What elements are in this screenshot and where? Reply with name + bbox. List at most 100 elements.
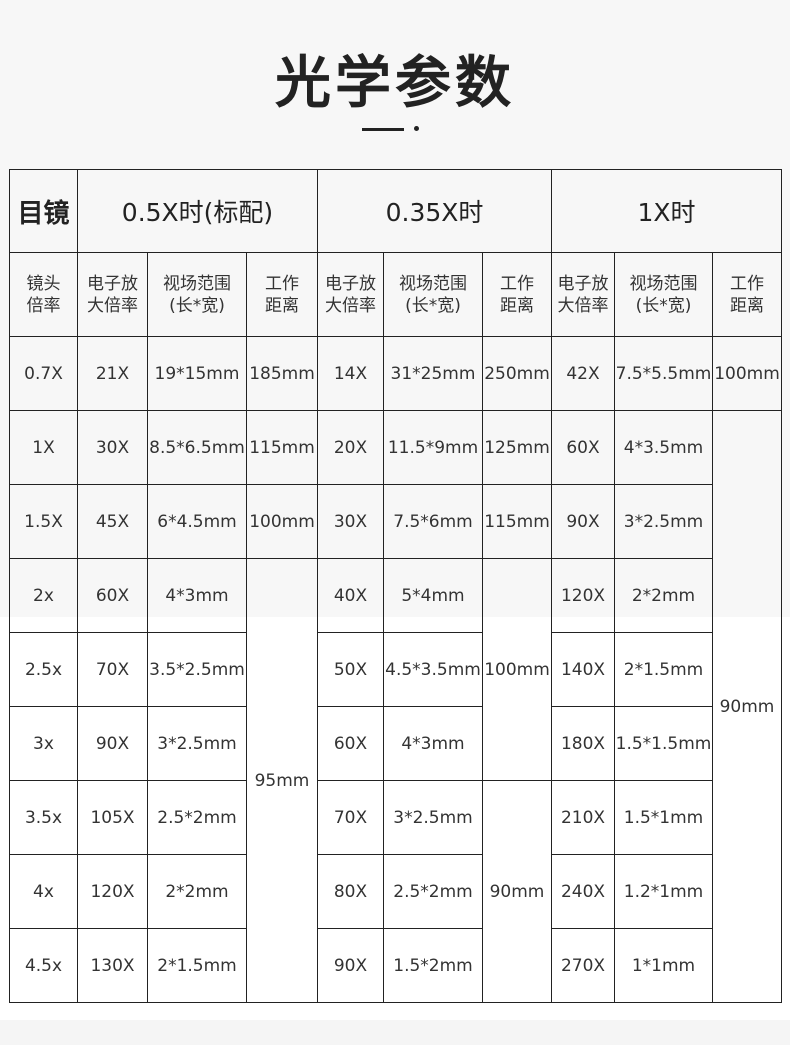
digital-zoom-cell: 90X — [317, 928, 384, 1003]
lens-magnification-cell: 1X — [9, 410, 78, 485]
table-row: 0.7X 21X 19*15mm 185mm 14X 31*25mm 250mm 42X 7.5… — [9, 336, 782, 411]
digital-zoom-cell: 60X — [77, 558, 148, 633]
working-distance-header-line: 距离 — [730, 295, 764, 316]
field-of-view-cell: 2.5*2mm — [147, 780, 247, 855]
digital-zoom-header: 电子放 大倍率 — [77, 252, 148, 337]
working-distance-header-line: 距离 — [500, 295, 534, 316]
field-of-view-cell: 8.5*6.5mm — [147, 410, 247, 485]
field-of-view-cell: 4*3.5mm — [614, 410, 713, 485]
digital-zoom-cell: 50X — [317, 632, 384, 707]
digital-zoom-cell: 30X — [317, 484, 384, 559]
digital-zoom-cell: 90X — [77, 706, 148, 781]
field-of-view-header: 视场范围 (长*宽) — [383, 252, 483, 337]
table-row: 3.5x 105X 2.5*2mm 70X 3*2.5mm 90mm 210X 1.5*1mm — [9, 780, 782, 1003]
field-of-view-cell: 2*1.5mm — [147, 928, 247, 1003]
field-of-view-cell: 31*25mm — [383, 336, 483, 411]
field-of-view-cell: 3.5*2.5mm — [147, 632, 247, 707]
lens-magnification-cell: 2.5x — [9, 632, 78, 707]
field-of-view-cell: 6*4.5mm — [147, 484, 247, 559]
digital-zoom-header: 电子放 大倍率 — [551, 252, 615, 337]
digital-zoom-cell: 180X — [551, 706, 615, 781]
field-of-view-cell: 3*2.5mm — [383, 780, 483, 855]
digital-zoom-cell: 40X — [317, 558, 384, 633]
digital-zoom-header-line: 电子放 — [557, 273, 609, 294]
field-of-view-cell: 1*1mm — [614, 928, 713, 1003]
working-distance-header-line: 工作 — [730, 273, 764, 294]
field-of-view-cell: 11.5*9mm — [383, 410, 483, 485]
table-row: 2.5x 70X 3.5*2.5mm 50X 4.5*3.5mm 140X 2*1.5mm — [9, 632, 782, 707]
field-of-view-cell: 2.5*2mm — [383, 854, 483, 929]
field-of-view-cell: 1.5*1.5mm — [614, 706, 713, 781]
digital-zoom-cell: 210X — [551, 780, 615, 855]
field-of-view-cell: 5*4mm — [383, 558, 483, 633]
lens-magnification-header: 镜头 倍率 — [9, 252, 78, 337]
working-distance-header-line: 工作 — [500, 273, 534, 294]
digital-zoom-cell: 270X — [551, 928, 615, 1003]
field-of-view-header-line: 视场范围 — [399, 273, 467, 294]
working-distance-cell: 115mm — [482, 484, 552, 559]
digital-zoom-cell: 60X — [317, 706, 384, 781]
digital-zoom-cell: 80X — [317, 854, 384, 929]
digital-zoom-cell: 70X — [77, 632, 148, 707]
working-distance-cell: 90mm — [482, 780, 552, 1003]
field-of-view-header-line: 视场范围 — [629, 273, 698, 294]
field-of-view-cell: 19*15mm — [147, 336, 247, 411]
digital-zoom-header-line: 大倍率 — [87, 295, 138, 316]
lens-magnification-header-line: 倍率 — [26, 295, 61, 316]
page-title: 光学参数 — [275, 51, 515, 116]
lens-magnification-cell: 4.5x — [9, 928, 78, 1003]
working-distance-cell: 100mm — [246, 484, 318, 559]
field-of-view-cell: 2*1.5mm — [614, 632, 713, 707]
lens-magnification-cell: 1.5X — [9, 484, 78, 559]
working-distance-header: 工作 距离 — [246, 252, 318, 337]
field-of-view-cell: 7.5*6mm — [383, 484, 483, 559]
field-of-view-cell: 4*3mm — [147, 558, 247, 633]
digital-zoom-header: 电子放 大倍率 — [317, 252, 384, 337]
field-of-view-cell: 1.5*1mm — [614, 780, 713, 855]
lens-magnification-cell: 0.7X — [9, 336, 78, 411]
digital-zoom-cell: 30X — [77, 410, 148, 485]
optical-parameters-table: 目镜 0.5X时(标配) 0.35X时 1X时 镜头 倍率 电子放 大倍率 视场范围 (长… — [9, 169, 782, 1003]
table-row: 4.5x 130X 2*1.5mm 90X 1.5*2mm 270X 1*1mm — [9, 928, 782, 1003]
digital-zoom-cell: 130X — [77, 928, 148, 1003]
digital-zoom-header-line: 大倍率 — [557, 295, 609, 316]
working-distance-header: 工作 距离 — [712, 252, 782, 337]
working-distance-header-line: 工作 — [265, 273, 299, 294]
field-of-view-cell: 3*2.5mm — [147, 706, 247, 781]
digital-zoom-cell: 60X — [551, 410, 615, 485]
field-of-view-cell: 7.5*5.5mm — [614, 336, 713, 411]
working-distance-cell: 185mm — [246, 336, 318, 411]
group-header: 1X时 — [551, 169, 782, 253]
group-header: 0.35X时 — [317, 169, 552, 253]
field-of-view-cell: 2*2mm — [614, 558, 713, 633]
working-distance-cell: 125mm — [482, 410, 552, 485]
working-distance-cell: 115mm — [246, 410, 318, 485]
table-row: 4x 120X 2*2mm 80X 2.5*2mm 240X 1.2*1mm — [9, 854, 782, 929]
digital-zoom-cell: 240X — [551, 854, 615, 929]
digital-zoom-cell: 120X — [77, 854, 148, 929]
digital-zoom-header-line: 电子放 — [87, 273, 138, 294]
table-row: 1.5X 45X 6*4.5mm 100mm 30X 7.5*6mm 115mm 90X 3*2… — [9, 484, 782, 559]
working-distance-cell: 90mm — [712, 410, 782, 1003]
title-divider — [362, 128, 404, 131]
digital-zoom-cell: 105X — [77, 780, 148, 855]
digital-zoom-header-line: 大倍率 — [325, 295, 376, 316]
digital-zoom-cell: 20X — [317, 410, 384, 485]
working-distance-cell: 95mm — [246, 558, 318, 1003]
lens-magnification-cell: 3.5x — [9, 780, 78, 855]
digital-zoom-cell: 45X — [77, 484, 148, 559]
lens-magnification-header-line: 镜头 — [26, 273, 61, 294]
field-of-view-cell: 4*3mm — [383, 706, 483, 781]
digital-zoom-cell: 14X — [317, 336, 384, 411]
group-header: 0.5X时(标配) — [77, 169, 318, 253]
digital-zoom-cell: 120X — [551, 558, 615, 633]
working-distance-header: 工作 距离 — [482, 252, 552, 337]
field-of-view-header-line: 视场范围 — [163, 273, 231, 294]
title-divider-dot — [414, 126, 419, 131]
digital-zoom-cell: 21X — [77, 336, 148, 411]
working-distance-cell: 100mm — [712, 336, 782, 411]
field-of-view-cell: 3*2.5mm — [614, 484, 713, 559]
column-header-row: 镜头 倍率 电子放 大倍率 视场范围 (长*宽) 工作 距离 电子放 大倍率 视场范围 (长*宽) 工作… — [9, 252, 782, 337]
lens-magnification-cell: 2x — [9, 558, 78, 633]
digital-zoom-cell: 140X — [551, 632, 615, 707]
